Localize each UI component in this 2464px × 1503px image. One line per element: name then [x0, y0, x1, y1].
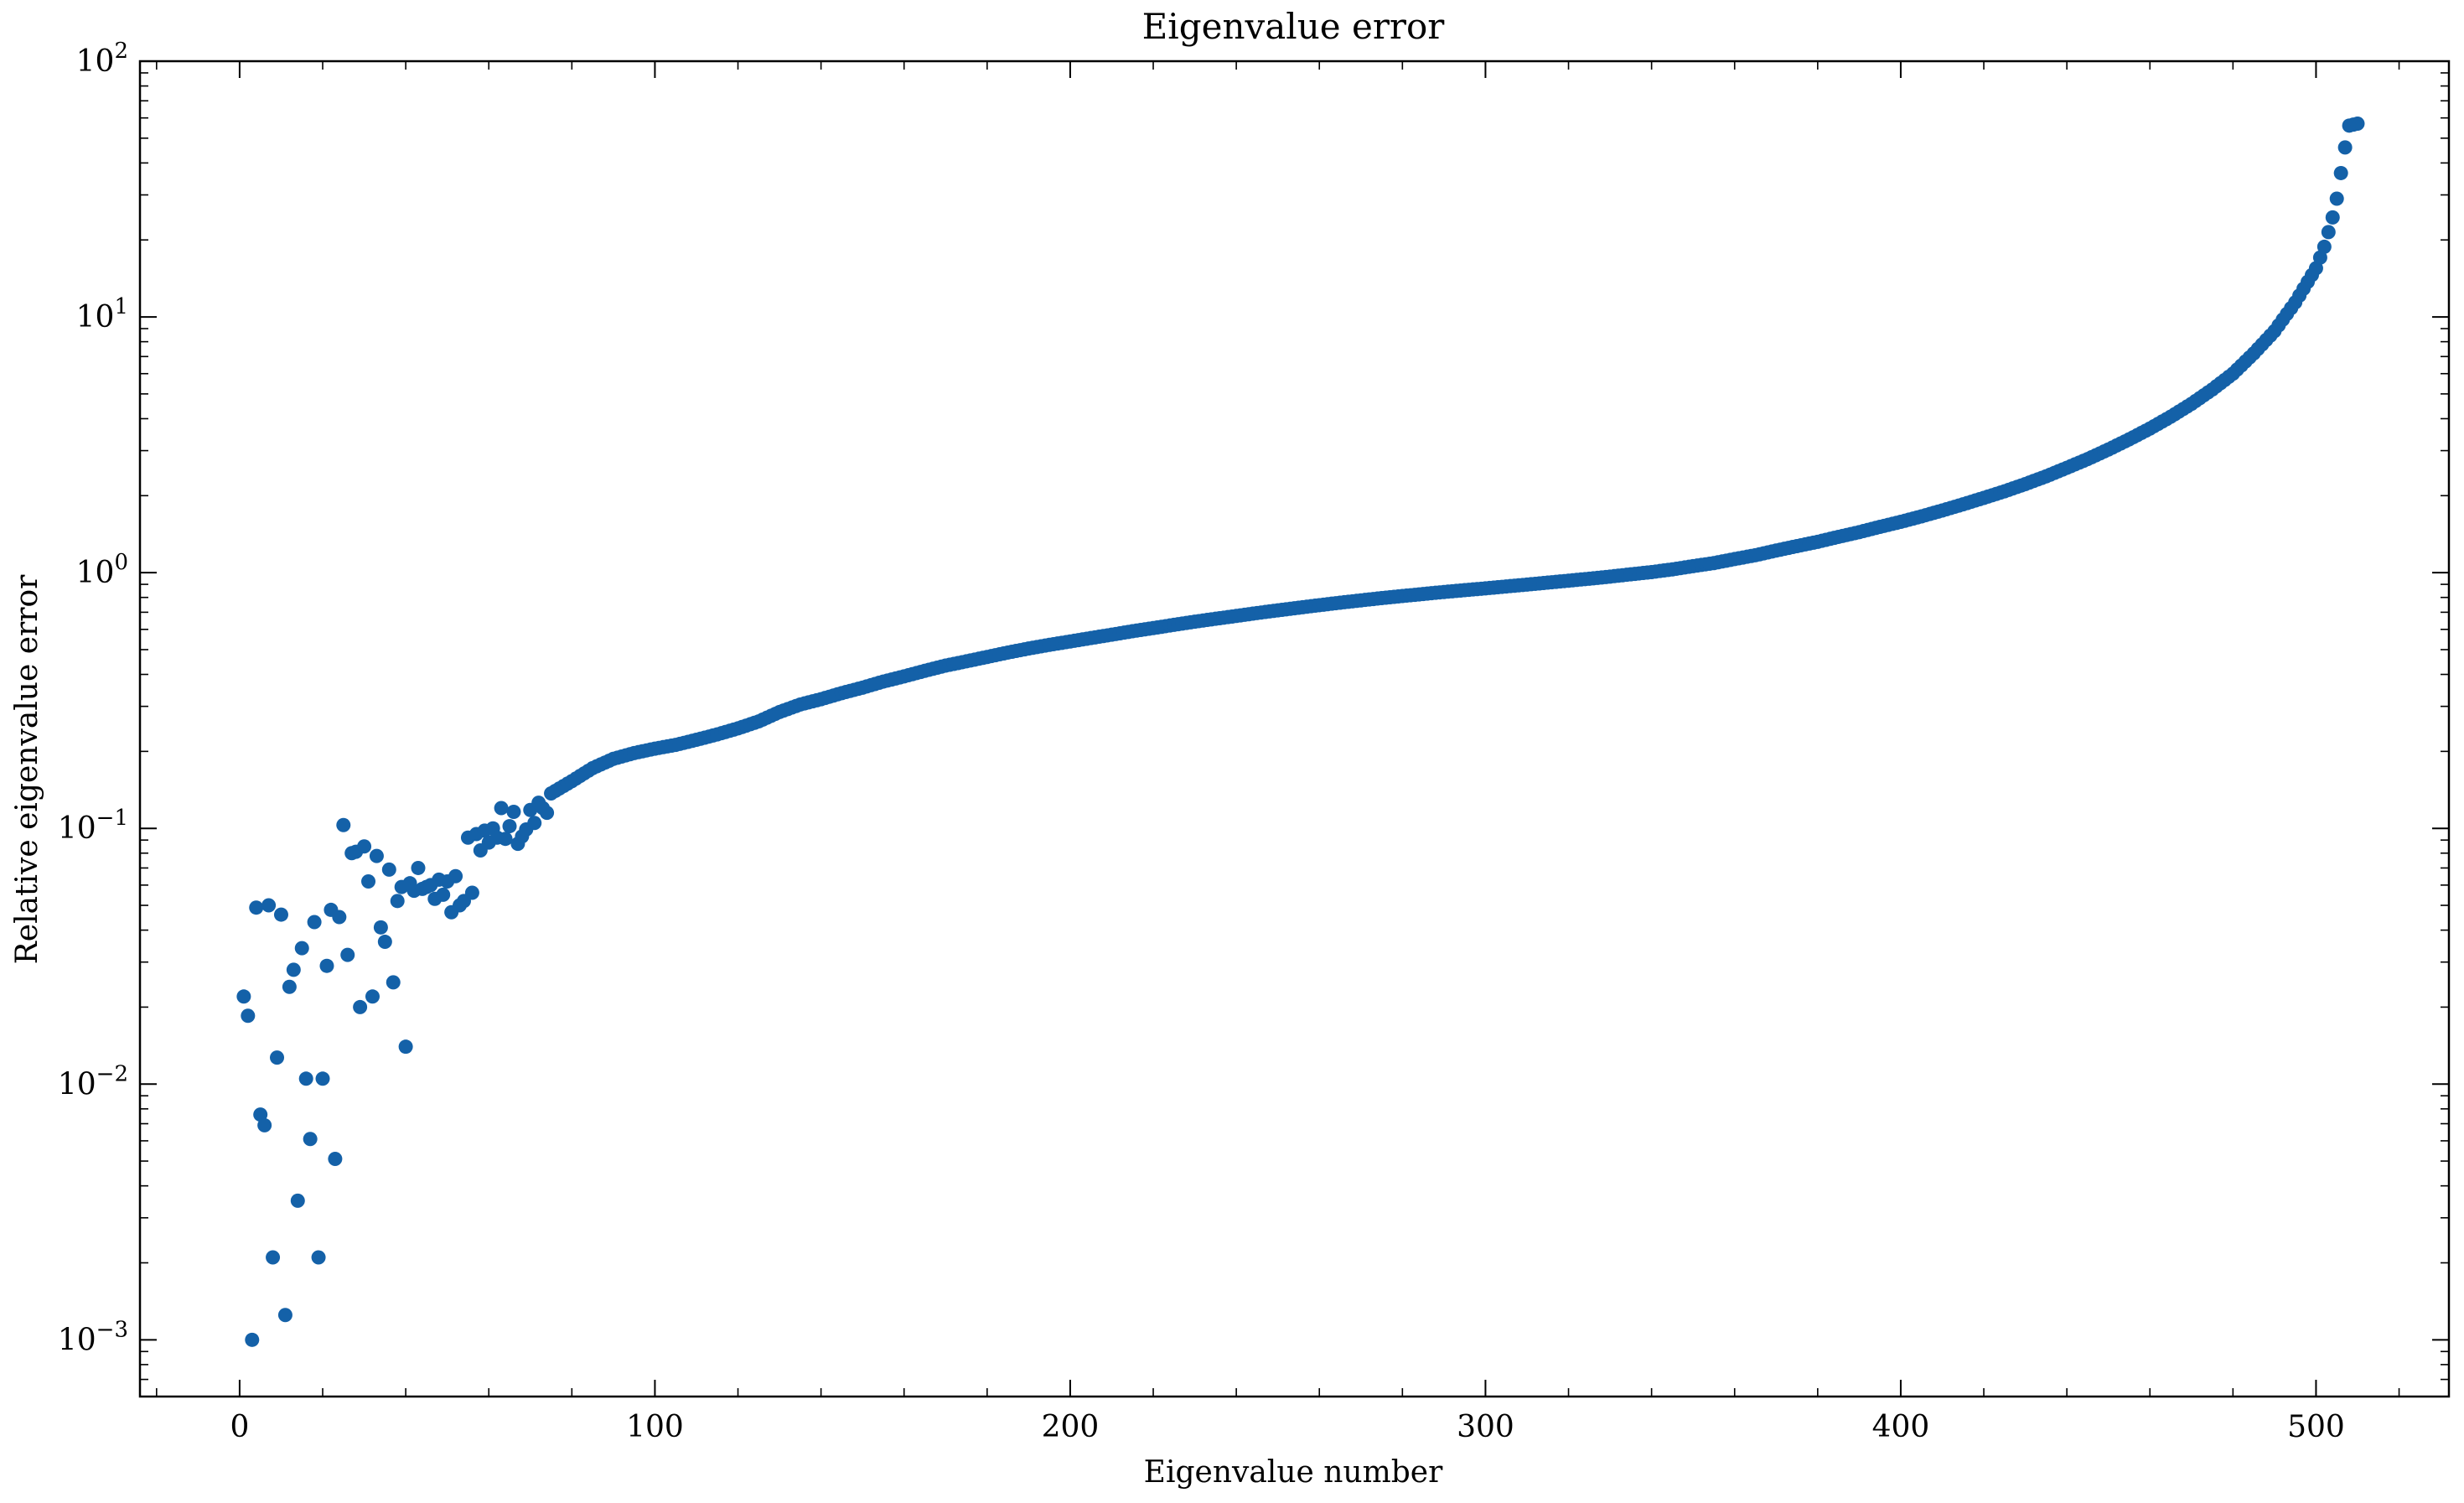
x-tick-label: 200	[1042, 1410, 1100, 1444]
data-point	[303, 1132, 318, 1147]
data-point	[311, 1250, 326, 1265]
y-tick-label: 10−1	[58, 806, 128, 846]
y-tick-label: 10−3	[58, 1317, 128, 1357]
data-point	[498, 832, 513, 847]
data-point	[315, 1071, 330, 1086]
y-tick-label: 101	[76, 294, 128, 334]
data-point	[540, 806, 555, 821]
data-point	[236, 989, 251, 1004]
data-point	[390, 894, 405, 909]
data-point	[2329, 191, 2344, 206]
data-point	[290, 1193, 305, 1208]
data-point	[365, 989, 380, 1004]
data-point	[294, 941, 309, 956]
x-tick-label: 0	[230, 1410, 249, 1444]
data-point	[502, 819, 517, 834]
data-point	[2350, 116, 2365, 131]
y-axis-label: Relative eigenvalue error	[10, 574, 44, 964]
data-point	[464, 885, 479, 900]
data-point	[307, 915, 322, 930]
y-tick-label: 10−2	[58, 1061, 128, 1101]
axes: 0 100 200 300 400 500 10−3 10−2 10−1 100 101 102	[58, 39, 2451, 1444]
data-point	[286, 962, 301, 977]
x-tick-label: 400	[1872, 1410, 1930, 1444]
data-point	[494, 801, 509, 816]
data-point	[2333, 165, 2348, 180]
data-points	[236, 116, 2365, 1347]
data-point	[257, 1117, 272, 1132]
data-point	[241, 1008, 256, 1024]
data-point	[261, 898, 277, 913]
data-point	[2325, 210, 2340, 225]
data-point	[361, 874, 376, 889]
data-point	[332, 910, 347, 925]
data-point	[373, 920, 388, 935]
x-tick-label: 300	[1457, 1410, 1514, 1444]
data-point	[353, 999, 368, 1014]
data-point	[273, 907, 288, 922]
data-point	[245, 1332, 260, 1347]
x-axis-label: Eigenvalue number	[1144, 1455, 1443, 1490]
data-point	[2316, 239, 2332, 254]
x-tick-label: 100	[626, 1410, 684, 1444]
data-point	[448, 868, 463, 884]
data-point	[506, 805, 521, 820]
plot-frame	[138, 60, 2451, 1398]
data-point	[398, 1039, 413, 1055]
data-point	[253, 1107, 268, 1122]
y-tick-label: 100	[76, 550, 128, 590]
data-point	[340, 947, 355, 962]
data-point	[411, 860, 426, 875]
data-point	[328, 1151, 343, 1166]
data-point	[2312, 250, 2327, 265]
data-point	[319, 958, 334, 973]
data-point	[369, 848, 384, 863]
data-point	[377, 935, 392, 950]
data-point	[2308, 261, 2323, 276]
data-point	[386, 975, 401, 990]
data-point	[527, 816, 542, 831]
data-point	[436, 887, 451, 902]
data-point	[277, 1308, 292, 1323]
data-point	[381, 862, 396, 877]
x-tick-label: 500	[2287, 1410, 2345, 1444]
data-point	[270, 1050, 285, 1065]
data-point	[282, 979, 297, 994]
data-point	[249, 900, 264, 915]
data-point	[298, 1071, 313, 1086]
data-point	[336, 817, 351, 832]
data-point	[2321, 225, 2336, 240]
y-tick-label: 102	[76, 39, 128, 79]
data-point	[357, 839, 372, 854]
data-point	[2337, 140, 2353, 155]
chart-title: Eigenvalue error	[1142, 6, 1446, 47]
data-point	[266, 1250, 281, 1265]
